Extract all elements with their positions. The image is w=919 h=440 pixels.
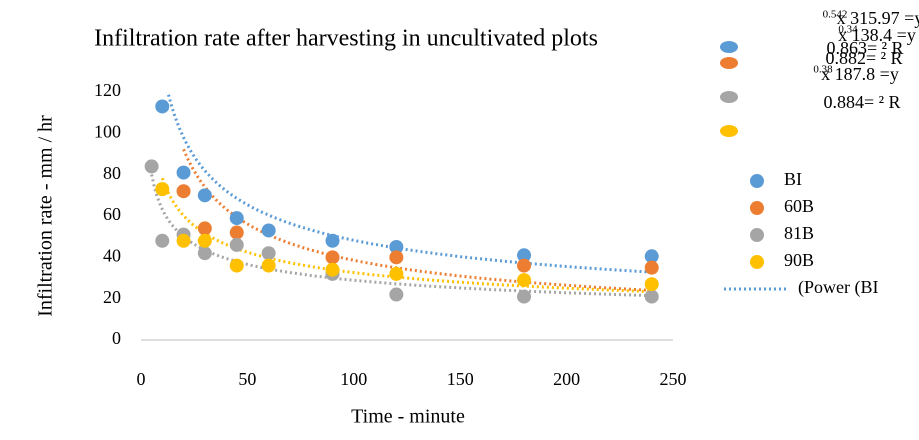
point <box>325 262 340 277</box>
point <box>389 266 404 281</box>
x-tick-label: 0 <box>137 369 146 389</box>
x-tick-label: 100 <box>340 369 367 389</box>
point <box>197 233 212 248</box>
point <box>197 221 212 236</box>
legend-marker <box>750 201 764 215</box>
equation-label: 0.38 <box>813 64 833 76</box>
point <box>389 250 404 265</box>
legend-marker <box>750 174 764 188</box>
legend-marker <box>750 255 764 269</box>
point <box>229 225 244 240</box>
point <box>229 211 244 226</box>
point <box>325 233 340 248</box>
y-tick-label: 60 <box>103 204 121 224</box>
point <box>644 277 659 292</box>
point <box>197 188 212 203</box>
equation-label: 0.542 <box>823 9 848 21</box>
point <box>261 223 276 238</box>
x-axis-label: Time - minute <box>351 406 465 428</box>
x-tick-label: 250 <box>660 369 687 389</box>
point <box>229 237 244 252</box>
equation-marker <box>720 57 738 69</box>
point <box>644 249 659 264</box>
point <box>517 273 532 288</box>
y-tick-label: 0 <box>112 328 121 348</box>
y-tick-label: 120 <box>94 80 121 100</box>
point <box>197 246 212 261</box>
point <box>155 182 170 197</box>
legend-label: 81B <box>784 223 814 243</box>
equation-label: x 315.97 =y <box>837 8 919 28</box>
equation-label: 0.882= ² R <box>825 48 902 68</box>
point <box>644 260 659 275</box>
point <box>517 289 532 304</box>
equation-marker <box>720 91 738 103</box>
legend-label: BI <box>784 169 802 189</box>
y-tick-label: 80 <box>103 163 121 183</box>
point <box>261 246 276 261</box>
equation-label: 0.863= ² R <box>826 38 903 58</box>
point <box>155 233 170 248</box>
point <box>176 165 191 180</box>
point <box>325 250 340 265</box>
equation-label: x 187.8 =y <box>821 64 899 84</box>
point <box>144 159 159 174</box>
x-tick-label: 200 <box>553 369 580 389</box>
legend-label: 90B <box>784 250 814 270</box>
legend-label: (Power (BI <box>798 277 878 298</box>
point <box>389 240 404 254</box>
trendline <box>166 92 652 274</box>
x-tick-label: 50 <box>238 369 256 389</box>
point <box>389 287 404 302</box>
y-axis-label: Infiltration rate - mm / hr <box>35 115 57 317</box>
point <box>517 258 532 273</box>
equation-label: 0.34 <box>838 24 858 36</box>
y-tick-label: 20 <box>103 287 121 307</box>
chart-title: Infiltration rate after harvesting in un… <box>94 26 598 52</box>
point <box>176 184 191 199</box>
point <box>229 258 244 273</box>
point <box>155 99 170 114</box>
point <box>517 248 532 263</box>
equation-label: 0.884= ² R <box>823 92 900 112</box>
y-tick-label: 100 <box>94 121 121 141</box>
point <box>176 233 191 248</box>
point <box>644 289 659 304</box>
equation-marker <box>720 41 738 53</box>
equation-label: x 138.4 =y <box>838 25 916 45</box>
point <box>261 258 276 273</box>
y-tick-label: 40 <box>103 245 121 265</box>
x-tick-label: 150 <box>447 369 474 389</box>
trendline <box>182 148 652 292</box>
legend-label: 60B <box>784 196 814 216</box>
legend-marker <box>750 228 764 242</box>
plot-area <box>150 92 652 298</box>
equation-marker <box>720 125 738 137</box>
